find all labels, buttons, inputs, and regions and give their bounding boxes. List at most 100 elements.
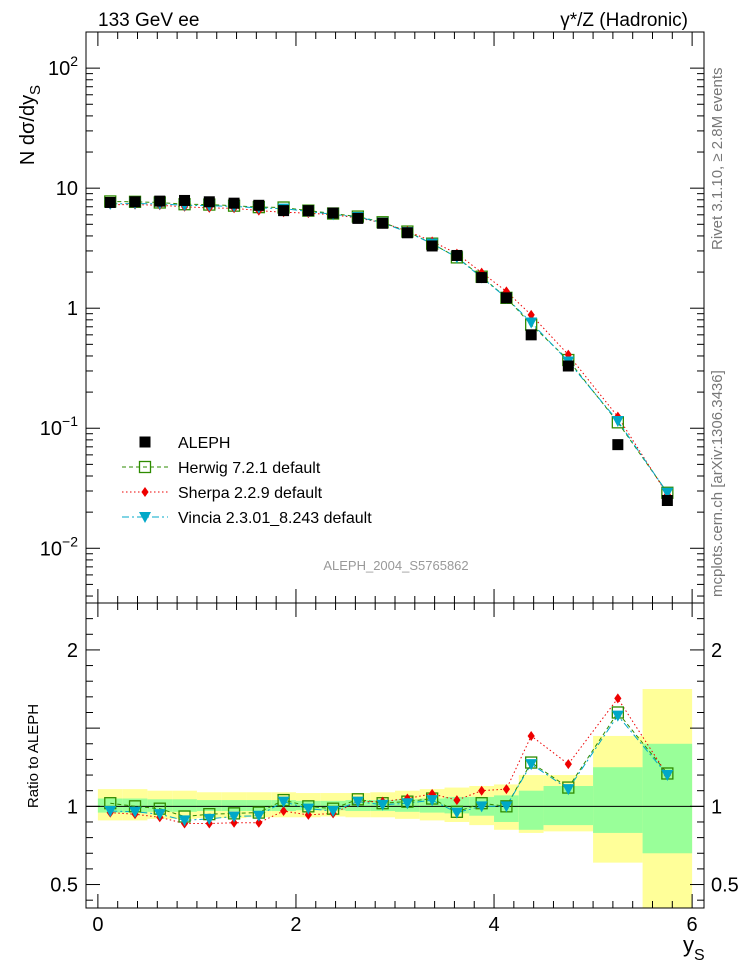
ratio-line-sherpa (110, 697, 668, 824)
ratio-point-vincia (178, 815, 191, 827)
ratio-point-sherpa (255, 817, 263, 828)
legend-marker-herwig (138, 460, 152, 474)
energy-label: 133 GeV ee (98, 10, 199, 31)
ratio-point-vincia (376, 799, 389, 811)
ratio-point-vincia (252, 810, 265, 822)
main-point-data (302, 205, 314, 217)
ratio-y-tick-label-right: 1 (711, 796, 722, 818)
ratio-point-sherpa (478, 785, 486, 796)
main-y-tick-label: 1 (67, 298, 78, 320)
ratio-point-vincia (401, 798, 414, 810)
main-point-data (104, 196, 116, 208)
legend-label-vincia: Vincia 2.3.01_8.243 default (178, 510, 372, 527)
ratio-point-vincia (475, 801, 488, 813)
main-y-tick-label: 10−1 (40, 413, 78, 440)
x-tick-label: 4 (488, 914, 499, 936)
ratio-panel-frame (85, 602, 705, 909)
main-point-data (500, 292, 512, 304)
main-point-data (203, 196, 215, 208)
ratio-band-inner (246, 800, 272, 812)
ratio-point-vincia (203, 813, 216, 825)
legend-marker-data (139, 436, 151, 448)
ratio-point-sherpa (527, 730, 535, 741)
ratio-point-vincia (153, 809, 166, 821)
main-point-data (327, 207, 339, 219)
ratio-point-sherpa (279, 806, 288, 817)
ratio-point-sherpa (502, 784, 511, 795)
ratio-band-inner (172, 799, 197, 812)
ratio-point-vincia (450, 807, 463, 819)
ratio-point-sherpa (614, 693, 622, 704)
ratio-panel-markers (104, 693, 674, 829)
main-y-tick-label: 10−2 (40, 533, 78, 560)
legend-label-data: ALEPH (178, 435, 230, 452)
ratio-point-sherpa (230, 817, 238, 828)
main-point-data (179, 194, 191, 206)
main-point-data (154, 195, 166, 207)
main-point-data (525, 329, 537, 341)
ratio-point-vincia (228, 811, 241, 823)
main-point-data (426, 240, 438, 252)
ratio-band-inner (221, 800, 247, 812)
ratio-y-tick-label: 0.5 (50, 875, 78, 897)
ratio-band-inner (122, 798, 148, 813)
analysis-id-label: ALEPH_2004_S5765862 (323, 558, 468, 573)
x-tick-label: 6 (687, 914, 698, 936)
x-tick-label: 0 (92, 914, 103, 936)
ratio-y-tick-label: 2 (67, 640, 78, 662)
legend-marker-vincia (139, 512, 151, 523)
main-y-tick-label: 102 (48, 53, 78, 80)
ratio-point-vincia (302, 803, 315, 815)
ratio-band-inner (97, 798, 123, 813)
legend: ALEPH Herwig 7.2.1 default Sherpa 2.2.9 de… (122, 435, 372, 527)
ratio-band-inner (147, 799, 173, 812)
main-point-data (401, 227, 413, 239)
main-point-data (661, 495, 673, 507)
ratio-point-vincia (327, 806, 340, 818)
main-point-vincia (661, 487, 674, 499)
ratio-point-vincia (562, 784, 575, 796)
ratio-point-vincia (500, 801, 513, 813)
ratio-band-inner (320, 800, 346, 811)
ratio-band-inner (642, 743, 693, 854)
main-point-sherpa (527, 309, 535, 320)
main-y-axis-label: N dσ/dyS (17, 85, 44, 165)
main-point-data (562, 360, 574, 372)
ratio-point-sherpa (304, 809, 312, 820)
ratio-y-tick-label-right: 2 (711, 640, 722, 662)
ratio-band-inner (196, 800, 222, 812)
mcplots-reference-label: mcplots.cern.ch [arXiv:1306.3436] (709, 370, 726, 597)
main-point-vincia (611, 415, 624, 427)
main-point-data (352, 212, 364, 224)
main-point-data (612, 439, 624, 451)
main-point-data (228, 197, 240, 209)
ratio-point-vincia (525, 759, 538, 771)
ratio-y-tick-label-right: 0.5 (711, 875, 739, 897)
ratio-point-vincia (426, 795, 439, 807)
ratio-band-inner (518, 790, 544, 830)
main-y-tick-label: 10 (56, 178, 78, 200)
main-panel-axes: 10−2 10−1 1 10 102 (40, 31, 704, 603)
main-point-data (253, 199, 265, 211)
ratio-point-vincia (661, 770, 674, 782)
ratio-point-sherpa (453, 795, 461, 806)
main-panel-markers (104, 194, 674, 507)
ratio-y-tick-label: 1 (67, 796, 78, 818)
ratio-point-vincia (129, 806, 142, 818)
process-label: γ*/Z (Hadronic) (560, 10, 688, 31)
main-point-data (129, 196, 141, 208)
main-point-data (476, 272, 488, 284)
ratio-point-vincia (104, 806, 117, 818)
legend-label-sherpa: Sherpa 2.2.9 default (178, 485, 323, 502)
ratio-panel-axes: 0.5 0.5 1 1 2 2 0 2 4 6 (50, 602, 739, 936)
ratio-y-axis-label: Ratio to ALEPH (25, 704, 42, 808)
legend-label-herwig: Herwig 7.2.1 default (178, 460, 321, 477)
ratio-band-inner (593, 767, 643, 833)
legend-marker-sherpa (141, 487, 149, 497)
main-point-vincia (525, 317, 538, 329)
ratio-point-vincia (351, 796, 364, 808)
x-tick-label: 2 (290, 914, 301, 936)
main-point-data (451, 249, 463, 261)
main-point-data (278, 205, 290, 217)
